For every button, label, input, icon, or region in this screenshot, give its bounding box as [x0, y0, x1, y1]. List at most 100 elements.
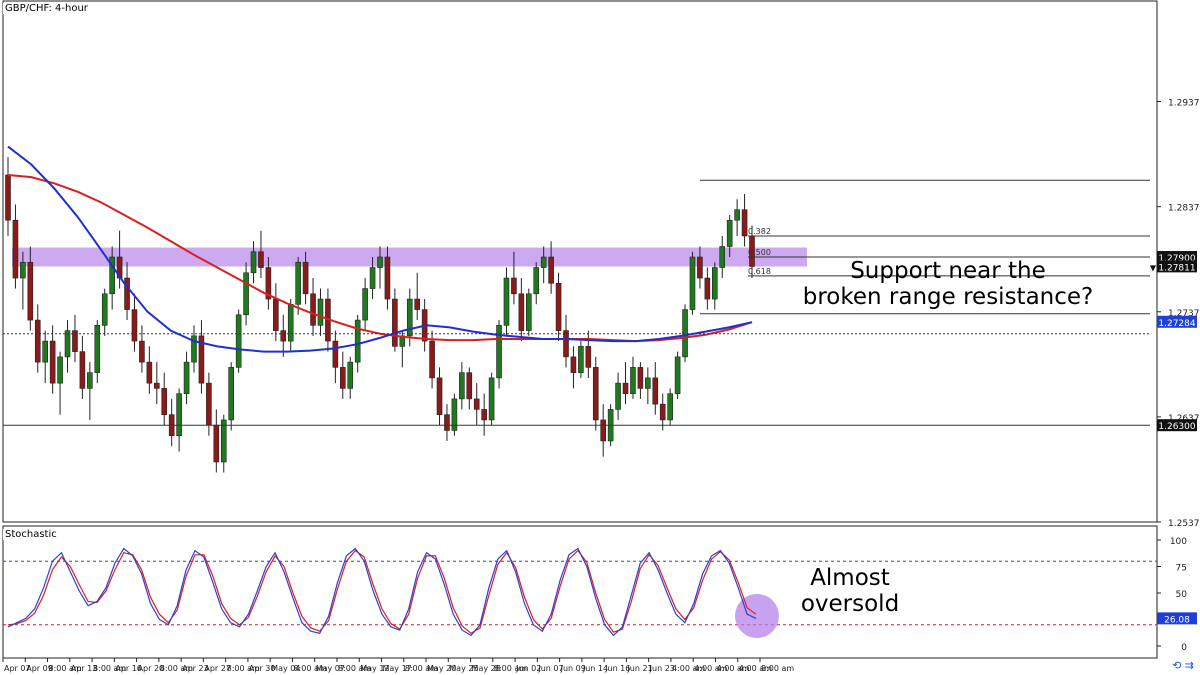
time-tick-label: 8:00 am	[338, 664, 371, 673]
candle	[64, 320, 71, 373]
candle	[697, 246, 703, 289]
candle	[146, 346, 153, 394]
time-tick-label: Jun 07	[537, 664, 563, 673]
candle	[198, 320, 205, 394]
candle-body	[317, 298, 324, 326]
candle-body	[488, 377, 495, 421]
candle-body	[64, 330, 71, 358]
candle	[79, 335, 86, 399]
candle-body	[496, 325, 502, 379]
candle-body	[444, 414, 450, 431]
candle	[734, 199, 740, 236]
chart-title: GBP/CHF: 4-hour	[3, 3, 90, 14]
stochastic-panel-frame	[2, 525, 1158, 659]
candle	[704, 267, 711, 310]
candle	[250, 241, 257, 284]
candle	[34, 304, 41, 373]
candle	[540, 246, 547, 284]
candle	[622, 362, 629, 405]
stoch-tick-label: 100	[1170, 537, 1187, 547]
candle-body	[287, 304, 294, 342]
candle	[302, 251, 309, 305]
price-tag-label: 1.26300	[1158, 422, 1195, 432]
candle	[682, 304, 688, 363]
time-tick-label: May 28	[472, 664, 501, 673]
candle-body	[563, 330, 569, 358]
candle-body	[295, 261, 301, 305]
candle-body	[667, 393, 673, 421]
candle-body	[362, 288, 368, 321]
time-tick-label: 8:00 am	[49, 664, 82, 673]
candle-body	[12, 219, 19, 279]
candle	[168, 398, 175, 447]
candle-body	[511, 277, 517, 295]
candle	[518, 278, 525, 342]
candle	[273, 283, 279, 342]
time-tick-label: Jun 21	[626, 664, 652, 673]
price-tag	[1157, 251, 1197, 264]
stoch-tick-label: 0	[1181, 643, 1187, 653]
time-tick-label: 4:00 am	[716, 664, 749, 673]
candle-body	[414, 298, 421, 310]
candle	[637, 362, 644, 399]
candle-body	[265, 267, 272, 300]
candle-body	[645, 377, 651, 389]
candle	[503, 267, 510, 336]
candle-body	[94, 325, 101, 373]
price-tag	[1157, 260, 1197, 273]
time-tick-label: 8:00 am	[227, 664, 260, 673]
candle-body	[570, 356, 577, 373]
candle	[161, 372, 168, 426]
stochastic-k-line	[7, 547, 757, 637]
candle-body	[191, 335, 197, 363]
candle	[280, 314, 287, 357]
candle	[228, 362, 234, 431]
fib-label: 0.382	[748, 227, 771, 236]
oversold-circle	[735, 594, 779, 638]
price-tag-label: 1.27811	[1158, 263, 1195, 273]
time-tick-label: 4:00 am	[739, 664, 772, 673]
candle-body	[109, 256, 115, 295]
candle	[369, 257, 376, 300]
candle	[295, 257, 301, 315]
candle-body	[161, 388, 168, 415]
candle	[436, 367, 443, 426]
candle-body	[57, 356, 63, 384]
candle-body	[347, 361, 354, 389]
oversold-annotation-line-2: oversold	[800, 591, 900, 617]
candle	[332, 330, 339, 384]
stochastic-d-line	[7, 549, 757, 635]
candle-body	[87, 372, 93, 389]
candle	[548, 241, 554, 294]
candle	[719, 235, 726, 279]
candle-body	[578, 346, 584, 373]
time-tick-label: Jun 14	[582, 664, 608, 673]
navigation-icons[interactable]: ⟲ ⇉	[1172, 659, 1194, 672]
candle-body	[600, 419, 607, 442]
price-tick-label: 1.25379	[1168, 519, 1200, 529]
candle	[384, 246, 391, 310]
candle	[667, 388, 673, 426]
candle-body	[406, 298, 413, 337]
candle	[533, 262, 540, 305]
candle-body	[42, 340, 49, 363]
candle	[287, 299, 294, 352]
candle	[481, 393, 487, 436]
candle	[94, 320, 101, 384]
candle-body	[243, 272, 249, 316]
time-tick-label: 8:00 am	[405, 664, 438, 673]
candle	[109, 246, 115, 310]
stoch-value-tag	[1157, 612, 1197, 625]
candle-body	[124, 277, 130, 310]
candle-body	[49, 340, 56, 384]
time-tick-label: May 17	[383, 664, 412, 673]
candle	[243, 262, 249, 326]
candle-body	[332, 340, 339, 368]
candle	[711, 262, 718, 310]
candle-body	[652, 377, 659, 405]
candle	[49, 325, 56, 394]
candle	[362, 278, 368, 331]
time-tick-label: Jun 09	[560, 664, 586, 673]
candle-body	[369, 267, 376, 289]
